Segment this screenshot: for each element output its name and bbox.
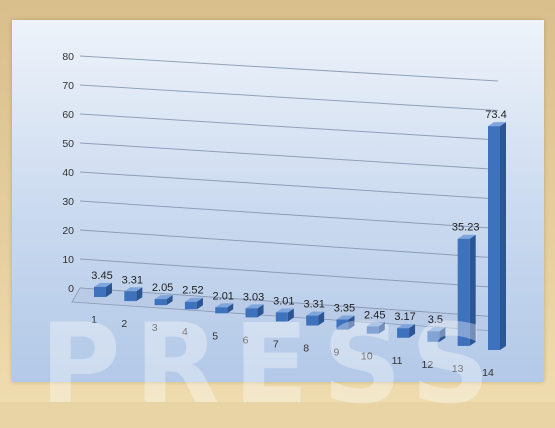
data-label: 3.17 bbox=[394, 311, 415, 323]
y-tick-label: 30 bbox=[62, 196, 74, 208]
y-tick-label: 70 bbox=[62, 80, 74, 92]
bar-side bbox=[500, 122, 506, 350]
data-label: 3.03 bbox=[243, 291, 264, 303]
bar-top bbox=[124, 287, 143, 292]
bar bbox=[457, 238, 470, 346]
data-label: 3.01 bbox=[273, 295, 294, 307]
bar-side bbox=[227, 303, 234, 314]
bar-top bbox=[457, 234, 476, 239]
bar-top bbox=[245, 304, 264, 309]
bar-top bbox=[397, 324, 416, 329]
gridline bbox=[79, 55, 499, 82]
x-tick-label: 2 bbox=[121, 318, 127, 330]
data-label: 2.45 bbox=[364, 309, 385, 321]
bar-top bbox=[336, 315, 355, 320]
data-label: 2.01 bbox=[213, 290, 234, 302]
data-label: 73.4 bbox=[485, 109, 506, 121]
x-tick-label: 1 bbox=[91, 314, 97, 326]
bar-side bbox=[348, 315, 355, 330]
gridline bbox=[79, 142, 499, 170]
bar-side bbox=[378, 322, 385, 334]
x-tick-label: 14 bbox=[482, 367, 494, 379]
x-tick-label: 10 bbox=[361, 351, 373, 363]
x-tick-label: 7 bbox=[273, 338, 279, 350]
gridline bbox=[79, 200, 499, 229]
x-tick-label: 13 bbox=[452, 363, 464, 375]
bar-side bbox=[439, 327, 446, 342]
y-tick-label: 60 bbox=[62, 109, 74, 121]
y-tick-label: 0 bbox=[68, 283, 74, 295]
gridline bbox=[79, 84, 499, 111]
bar-top bbox=[154, 295, 173, 300]
bar-top bbox=[184, 297, 203, 302]
y-tick-label: 10 bbox=[62, 254, 74, 266]
bar bbox=[154, 299, 167, 306]
bar-top bbox=[94, 282, 112, 287]
x-tick-label: 3 bbox=[152, 322, 158, 334]
bar-top bbox=[427, 327, 446, 332]
bar-side bbox=[106, 282, 112, 297]
bar bbox=[488, 126, 500, 350]
x-tick-label: 12 bbox=[422, 359, 434, 371]
bar-top bbox=[215, 303, 234, 308]
bar-side bbox=[166, 295, 173, 306]
data-label: 3.31 bbox=[122, 274, 143, 286]
data-label: 3.35 bbox=[334, 303, 355, 315]
bar bbox=[306, 315, 319, 326]
x-tick-label: 5 bbox=[212, 330, 218, 342]
bar-top bbox=[306, 311, 325, 316]
y-tick-label: 20 bbox=[62, 225, 74, 237]
y-tick-label: 80 bbox=[62, 51, 74, 63]
plot-panel: 0 10 20 30 40 50 60 70 80 3.45 1 3.31 2 2.05 3 2.52 4 2.0… bbox=[12, 20, 544, 382]
data-label: 35.23 bbox=[452, 222, 480, 234]
bar bbox=[397, 328, 410, 338]
data-label: 3.31 bbox=[303, 299, 324, 311]
y-tick-label: 50 bbox=[62, 138, 74, 150]
data-label: 2.52 bbox=[182, 285, 203, 297]
bar bbox=[336, 319, 349, 330]
bar-side bbox=[287, 308, 294, 322]
y-tick-label: 40 bbox=[62, 167, 74, 179]
bar-top bbox=[366, 322, 385, 327]
bar bbox=[275, 312, 288, 322]
bar-side bbox=[136, 287, 143, 302]
data-label: 3.45 bbox=[91, 270, 112, 282]
bar-side bbox=[469, 234, 476, 346]
bar bbox=[215, 307, 228, 314]
bar-side bbox=[257, 304, 264, 318]
gridline bbox=[79, 113, 499, 141]
bar-side bbox=[409, 324, 416, 338]
bar-side bbox=[318, 311, 325, 326]
gridline bbox=[79, 171, 499, 200]
x-tick-label: 11 bbox=[392, 355, 403, 367]
bar bbox=[366, 326, 379, 334]
data-label: 3.5 bbox=[428, 314, 443, 326]
bar bbox=[124, 291, 137, 302]
x-tick-label: 6 bbox=[243, 334, 249, 346]
bar-top bbox=[275, 308, 294, 313]
bar bbox=[427, 331, 440, 342]
gridline bbox=[79, 229, 499, 259]
data-label: 2.05 bbox=[152, 282, 173, 294]
bar-side bbox=[196, 297, 203, 310]
gridline bbox=[79, 258, 499, 288]
bar bbox=[184, 301, 197, 310]
x-tick-label: 8 bbox=[303, 343, 309, 355]
bar-chart: 0 10 20 30 40 50 60 70 80 3.45 1 3.31 2 2.05 3 2.52 4 2.0… bbox=[62, 51, 506, 379]
bar bbox=[245, 308, 258, 318]
x-tick-label: 9 bbox=[334, 347, 340, 359]
bar bbox=[94, 286, 106, 297]
bar-top bbox=[488, 122, 506, 127]
x-tick-label: 4 bbox=[182, 326, 188, 338]
